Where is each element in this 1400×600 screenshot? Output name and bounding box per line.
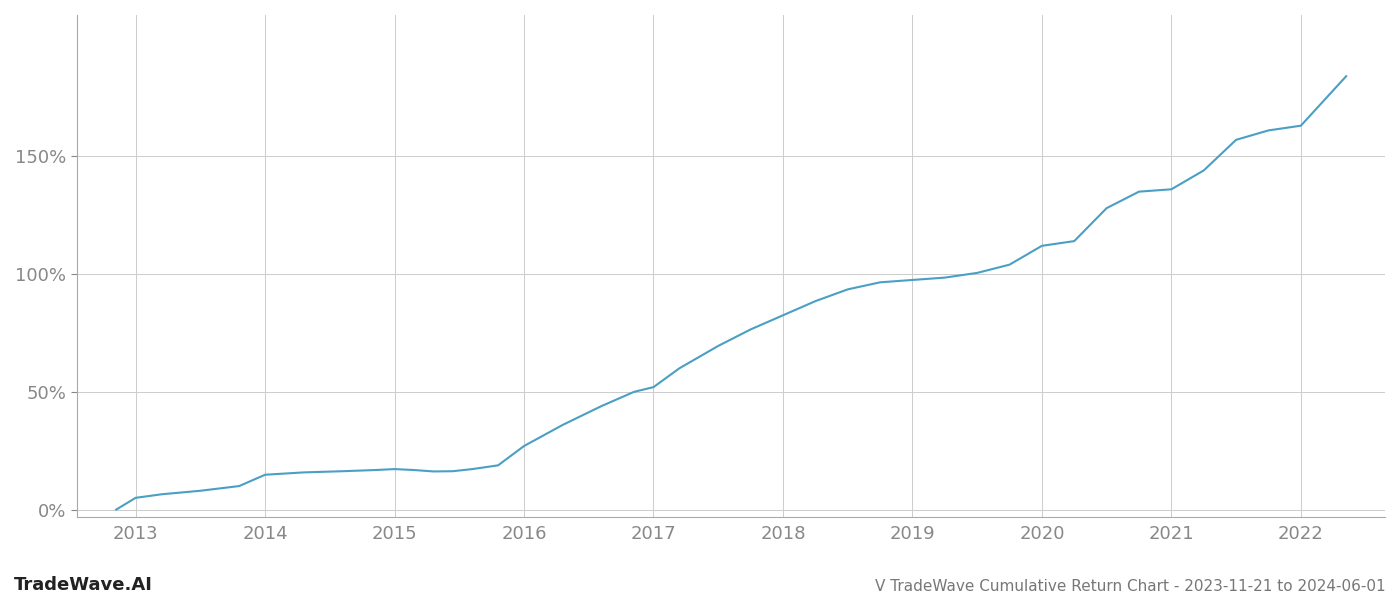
Text: TradeWave.AI: TradeWave.AI	[14, 576, 153, 594]
Text: V TradeWave Cumulative Return Chart - 2023-11-21 to 2024-06-01: V TradeWave Cumulative Return Chart - 20…	[875, 579, 1386, 594]
